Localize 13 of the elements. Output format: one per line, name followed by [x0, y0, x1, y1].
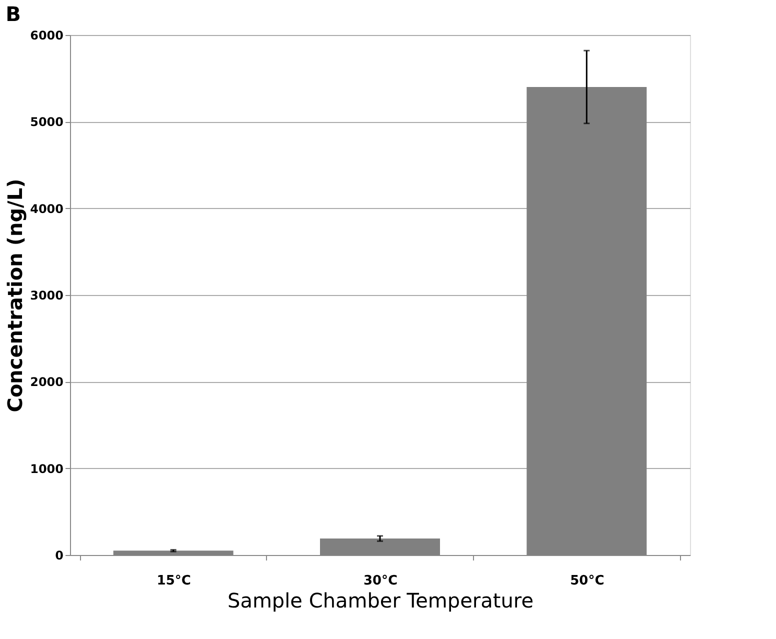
x-tick-label: 50°C [570, 574, 604, 588]
x-axis-title: Sample Chamber Temperature [228, 588, 534, 612]
y-tick-label: 5000 [30, 115, 64, 130]
y-tick-label: 0 [55, 548, 64, 562]
y-tick-label: 4000 [30, 202, 64, 216]
y-axis-title: Concentration (ng/L) [3, 178, 28, 412]
y-tick-label: 3000 [30, 288, 64, 302]
x-tick-label: 30°C [363, 574, 398, 588]
y-tick-label: 2000 [30, 375, 64, 390]
chart-title: B [6, 2, 21, 26]
y-tick-label: 1000 [30, 462, 64, 476]
x-tick-label: 15°C [156, 574, 191, 588]
y-tick-label: 6000 [30, 28, 64, 42]
